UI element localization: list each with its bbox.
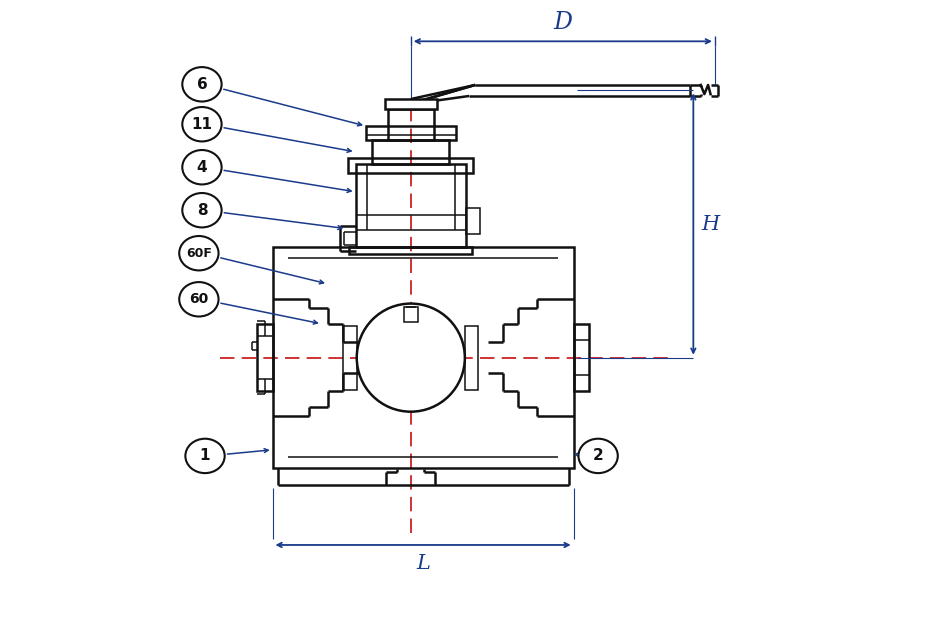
Ellipse shape — [182, 150, 221, 184]
Text: D: D — [554, 11, 572, 35]
Bar — [388, 109, 433, 139]
Text: 11: 11 — [192, 117, 212, 132]
Text: 60F: 60F — [186, 247, 212, 260]
Bar — [372, 139, 449, 164]
Bar — [272, 247, 573, 468]
Bar — [404, 307, 418, 322]
Ellipse shape — [185, 439, 225, 473]
Text: 6: 6 — [196, 77, 207, 92]
Bar — [356, 164, 466, 247]
Bar — [349, 247, 472, 254]
Bar — [573, 324, 589, 391]
Bar — [465, 326, 479, 389]
Bar — [348, 158, 473, 173]
Text: 2: 2 — [593, 449, 604, 463]
Text: H: H — [701, 215, 720, 234]
Text: 60: 60 — [189, 292, 208, 306]
Ellipse shape — [182, 67, 221, 102]
Ellipse shape — [180, 236, 219, 270]
Bar — [466, 208, 480, 234]
Text: L: L — [416, 554, 430, 573]
Bar — [385, 99, 436, 109]
Bar — [344, 326, 357, 389]
Text: 1: 1 — [200, 449, 210, 463]
Ellipse shape — [182, 107, 221, 141]
Bar — [257, 324, 272, 391]
Ellipse shape — [579, 439, 618, 473]
Circle shape — [357, 304, 465, 412]
Bar — [366, 126, 456, 139]
Ellipse shape — [182, 193, 221, 228]
Ellipse shape — [180, 282, 219, 317]
Text: 8: 8 — [196, 203, 207, 218]
Text: 4: 4 — [196, 160, 207, 175]
